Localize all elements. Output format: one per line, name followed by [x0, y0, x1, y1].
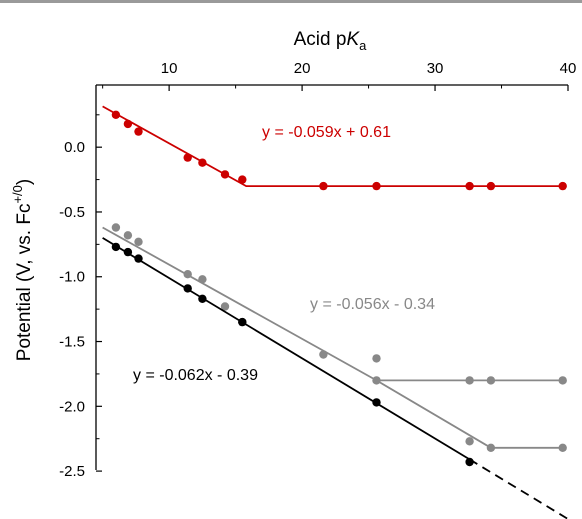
data-point-gray [134, 237, 143, 246]
data-point-red [319, 181, 328, 191]
data-point-black [465, 457, 474, 467]
data-point-red [123, 119, 133, 129]
y-tick-label: -0.5 [59, 204, 85, 221]
y-tick-label: -2.5 [59, 463, 85, 480]
labels: Acid pKa Potential (V, vs. Fc+/0) y = -0… [10, 29, 435, 384]
data-point-red [183, 153, 192, 162]
fit-line-red [102, 105, 563, 188]
data-point-red [372, 181, 381, 191]
y-axis-title: Potential (V, vs. Fc+/0) [10, 179, 35, 361]
data-point-red [558, 181, 567, 191]
data-point-gray [486, 443, 496, 452]
data-point-black [111, 242, 121, 252]
data-point-gray [319, 350, 328, 359]
x-tick-label: 40 [560, 60, 577, 77]
x-axis-title-main: Acid p [294, 29, 347, 50]
series-label-black: y = -0.062x - 0.39 [133, 367, 258, 384]
x-axis-title: Acid pKa [294, 29, 368, 53]
data-point-red [111, 110, 121, 120]
y-tick-label: -1.5 [59, 334, 85, 351]
x-tick-label: 20 [294, 60, 311, 77]
data-point-gray [558, 376, 567, 385]
data-point-gray [372, 354, 381, 363]
x-axis-title-italic: K [346, 29, 360, 50]
y-axis-title-main: Potential (V, vs. Fc [14, 204, 35, 362]
y-tick-label: -1.0 [59, 269, 85, 286]
data-point-gray [220, 302, 230, 311]
x-tick-label: 30 [427, 60, 444, 77]
y-axis-title-close: ) [14, 179, 35, 185]
data-point-black [372, 398, 381, 407]
y-tick-label: -2.0 [59, 398, 85, 415]
x-axis-title-subscript: a [359, 38, 367, 53]
plot-area [102, 105, 569, 519]
data-point-gray [486, 376, 496, 385]
data-point-red [220, 170, 230, 179]
data-point-gray [183, 270, 192, 279]
series-black [102, 237, 569, 519]
y-tick-label: 0.0 [64, 139, 85, 156]
data-point-black [198, 294, 207, 303]
data-point-black [183, 284, 192, 293]
data-point-gray [372, 376, 381, 385]
fit-line-black [102, 237, 471, 461]
data-point-red [465, 181, 474, 191]
data-point-gray [465, 437, 474, 446]
data-point-black [123, 247, 133, 257]
data-point-red [486, 181, 496, 191]
data-point-gray [465, 376, 474, 385]
data-point-gray [111, 223, 121, 232]
y-axis-title-superscript: +/0 [10, 185, 25, 203]
data-point-red [238, 175, 247, 184]
data-point-red [134, 127, 143, 136]
data-point-black [134, 254, 143, 263]
data-point-gray [123, 231, 133, 240]
data-point-red [198, 158, 207, 167]
fit-extension-black [469, 458, 569, 519]
series-label-red: y = -0.059x + 0.61 [262, 124, 391, 141]
x-tick-label: 10 [161, 60, 178, 77]
data-point-gray [198, 275, 207, 284]
series-red [102, 105, 567, 191]
data-point-gray [558, 443, 567, 452]
data-point-black [238, 317, 247, 327]
series-label-gray: y = -0.056x - 0.34 [310, 296, 435, 313]
axes: 10 20 30 40 0.0 -0.5 -1.0 -1.5 -2.0 -2.5 [59, 60, 576, 480]
series-gray [102, 223, 567, 452]
top-border [0, 0, 582, 3]
